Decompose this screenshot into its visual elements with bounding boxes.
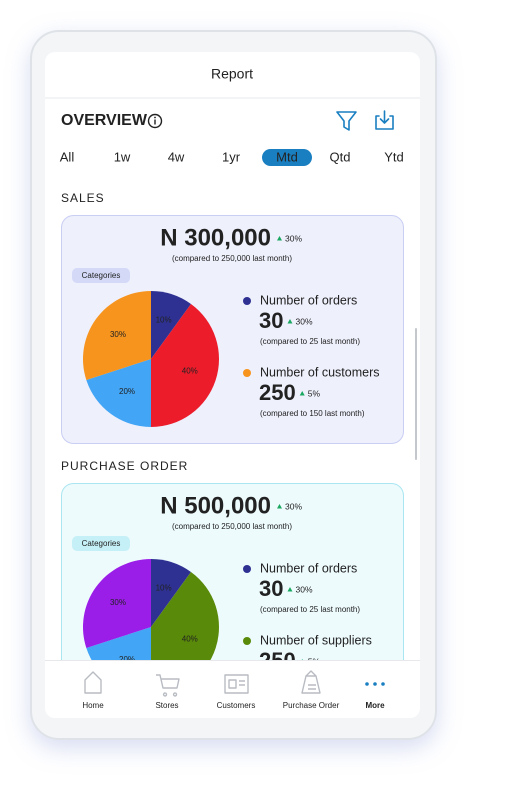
slice-label: 30% — [110, 330, 126, 339]
legend-dot — [243, 369, 251, 377]
tag-bg — [72, 536, 130, 551]
scrollbar — [415, 328, 417, 460]
tag: Categories — [82, 539, 121, 548]
nav-label[interactable]: Purchase Order — [283, 701, 340, 710]
filter-option[interactable]: Qtd — [330, 149, 351, 164]
comparison: (compared to 250,000 last month) — [172, 522, 292, 531]
metric-comparison: (compared to 150 last month) — [260, 409, 365, 418]
pie-slice — [82, 291, 151, 381]
slice-label: 40% — [182, 367, 198, 376]
pie-slice — [151, 291, 191, 359]
tag-bg — [72, 268, 130, 283]
slice-label: 10% — [156, 583, 172, 592]
slice-label: 20% — [119, 655, 135, 664]
nav-icon-dot[interactable] — [365, 682, 369, 686]
legend-dot — [243, 637, 251, 645]
comparison: (compared to 250,000 last month) — [172, 254, 292, 263]
pie-slice — [86, 359, 151, 427]
metric-label: Number of orders — [260, 293, 357, 307]
filter-option[interactable]: Mtd — [276, 149, 298, 164]
metric-value: 30 — [259, 576, 283, 601]
header-title: Report — [211, 66, 253, 82]
filter-selected-bg[interactable] — [262, 149, 312, 166]
tag: Categories — [82, 271, 121, 280]
slice-label: 10% — [156, 315, 172, 324]
nav-label[interactable]: Customers — [217, 701, 256, 710]
info-icon[interactable] — [147, 113, 163, 129]
legend-dot — [243, 297, 251, 305]
download-icon[interactable] — [375, 110, 394, 130]
metric-comparison: (compared to 25 last month) — [260, 337, 360, 346]
filter-option[interactable]: Ytd — [384, 149, 404, 164]
metric-value: 250 — [259, 380, 296, 405]
metric-change: 30% — [295, 316, 312, 326]
nav-icon[interactable] — [156, 674, 180, 697]
screen: Report OVERVIEW All 1w 4w 1yr Mtd Qtd Ytd SALES… — [45, 52, 420, 718]
metric-comparison: (compared to 25 last month) — [260, 605, 360, 614]
metric-change: 5% — [308, 388, 321, 398]
filter-option[interactable]: All — [60, 149, 75, 164]
slice-label: 30% — [110, 598, 126, 607]
nav-label[interactable]: More — [365, 701, 385, 710]
metric-value: 30 — [259, 308, 283, 333]
up-arrow — [287, 319, 293, 324]
metric-label: Number of suppliers — [260, 633, 372, 647]
metric-change: 30% — [295, 584, 312, 594]
section-title: SALES — [61, 191, 105, 205]
up-arrow — [277, 504, 282, 509]
total-change: 30% — [285, 501, 302, 511]
nav-bar — [45, 660, 420, 718]
overview-title: OVERVIEW — [61, 112, 148, 129]
nav-label[interactable]: Home — [82, 701, 104, 710]
pie-slice — [151, 303, 220, 427]
up-arrow — [299, 391, 305, 396]
nav-label[interactable]: Stores — [155, 701, 178, 710]
total-change: 30% — [285, 233, 302, 243]
filter-icon[interactable] — [336, 111, 357, 131]
section-title: PURCHASE ORDER — [61, 459, 188, 473]
nav-icon[interactable] — [301, 670, 321, 694]
slice-label: 20% — [119, 387, 135, 396]
slice-label: 40% — [182, 635, 198, 644]
filter-option[interactable]: 1yr — [222, 149, 241, 164]
nav-icon-dot[interactable] — [381, 682, 385, 686]
nav-icon[interactable] — [84, 671, 102, 694]
up-arrow — [287, 587, 293, 592]
metric-label: Number of orders — [260, 561, 357, 575]
nav-icon-dot[interactable] — [373, 682, 377, 686]
filter-option[interactable]: 4w — [168, 149, 185, 164]
pie-slice — [151, 559, 191, 627]
filter-option[interactable]: 1w — [114, 149, 131, 164]
up-arrow — [277, 236, 282, 241]
total: N 300,000 — [160, 224, 271, 251]
total: N 500,000 — [160, 492, 271, 519]
nav-icon[interactable] — [224, 674, 249, 694]
legend-dot — [243, 565, 251, 573]
pie-slice — [82, 559, 151, 649]
metric-label: Number of customers — [260, 365, 379, 379]
